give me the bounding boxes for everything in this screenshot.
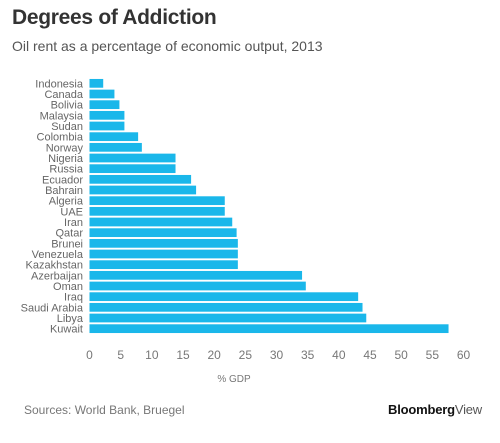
x-tick-label: 40 xyxy=(332,348,346,362)
category-label: Iraq xyxy=(64,292,83,304)
category-label: Ecuador xyxy=(42,174,83,186)
category-label: Algeria xyxy=(49,196,84,208)
x-tick-label: 50 xyxy=(394,348,408,362)
category-label: Indonesia xyxy=(35,78,84,90)
bar xyxy=(89,324,449,334)
category-label: Malaysia xyxy=(40,110,84,122)
bar xyxy=(89,270,303,280)
bar xyxy=(89,110,125,120)
bar xyxy=(89,228,237,238)
category-label: Russia xyxy=(49,164,84,176)
category-label: UAE xyxy=(60,206,83,218)
brand-name: Bloomberg xyxy=(388,402,455,417)
bar xyxy=(89,78,104,88)
bar xyxy=(89,100,120,110)
bar xyxy=(89,217,233,227)
category-label: Colombia xyxy=(37,132,84,144)
x-tick-label: 10 xyxy=(145,348,159,362)
category-label: Kazakhstan xyxy=(26,260,83,272)
bar xyxy=(89,260,238,270)
category-label: Kuwait xyxy=(50,324,83,336)
bar xyxy=(89,238,238,248)
bar xyxy=(89,89,115,99)
x-tick-label: 20 xyxy=(207,348,221,362)
category-label: Sudan xyxy=(51,121,83,133)
bar xyxy=(89,313,367,323)
category-label: Brunei xyxy=(51,238,83,250)
x-tick-label: 35 xyxy=(301,348,315,362)
x-tick-label: 55 xyxy=(426,348,440,362)
category-label: Bolivia xyxy=(51,100,84,112)
category-label: Oman xyxy=(53,281,83,293)
bar xyxy=(89,121,125,131)
category-label: Qatar xyxy=(55,228,83,240)
bar xyxy=(89,132,139,142)
bar xyxy=(89,281,306,291)
bar xyxy=(89,302,363,312)
category-label: Canada xyxy=(44,89,83,101)
x-tick-label: 0 xyxy=(86,348,93,362)
bar xyxy=(89,153,176,163)
chart-title: Degrees of Addiction xyxy=(12,6,217,29)
category-label: Venezuela xyxy=(32,249,84,261)
bar xyxy=(89,206,225,216)
bar xyxy=(89,196,225,206)
category-label: Libya xyxy=(57,313,84,325)
category-label: Azerbaijan xyxy=(31,270,83,282)
bar xyxy=(89,185,197,195)
category-label: Norway xyxy=(46,142,84,154)
category-label: Iran xyxy=(64,217,83,229)
bar xyxy=(89,174,192,184)
bar xyxy=(89,142,142,152)
x-tick-label: 15 xyxy=(176,348,190,362)
source-note: Sources: World Bank, Bruegel xyxy=(24,403,185,417)
x-tick-label: 5 xyxy=(117,348,124,362)
bar xyxy=(89,164,176,174)
x-tick-label: 25 xyxy=(239,348,253,362)
bar xyxy=(89,292,359,302)
category-label: Bahrain xyxy=(45,185,83,197)
x-tick-label: 60 xyxy=(457,348,471,362)
brand-suffix: View xyxy=(454,402,482,417)
x-axis-label: % GDP xyxy=(217,374,251,385)
brand-logo: BloombergView xyxy=(388,402,482,417)
chart-subtitle: Oil rent as a percentage of economic out… xyxy=(12,38,323,54)
x-tick-label: 30 xyxy=(270,348,284,362)
bar xyxy=(89,249,238,259)
category-label: Nigeria xyxy=(48,153,84,165)
x-tick-label: 45 xyxy=(363,348,377,362)
category-label: Saudi Arabia xyxy=(21,302,84,314)
